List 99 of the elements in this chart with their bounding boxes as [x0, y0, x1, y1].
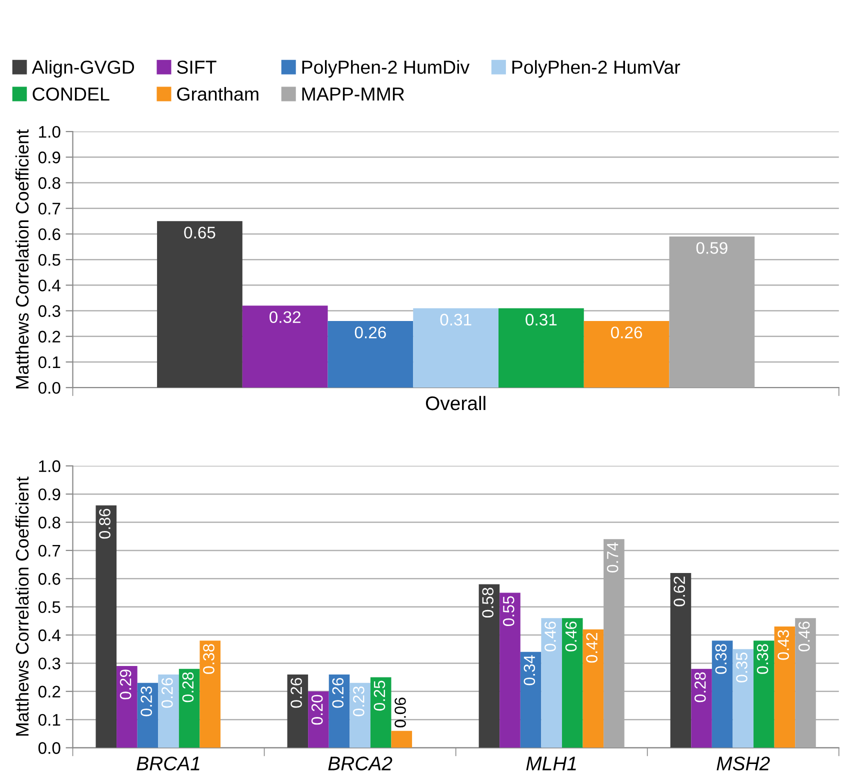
bar: [200, 640, 221, 748]
y-tick-label: 0.4: [38, 280, 60, 292]
y-tick-label: 1.0: [39, 126, 60, 138]
bar: [96, 505, 117, 748]
legend-label: PolyPhen-2 HumDiv: [302, 60, 470, 78]
data-label: 0.42: [586, 632, 598, 663]
y-tick-label: 0.4: [38, 629, 60, 642]
bar: [370, 677, 392, 748]
data-label: 0.46: [798, 622, 810, 652]
y-tick-label: 0.7: [38, 202, 60, 215]
data-label: 0.65: [184, 226, 216, 239]
bar: [328, 674, 350, 748]
data-label: 0.23: [353, 686, 364, 716]
bar: [500, 592, 520, 748]
y-tick-label: 0.5: [38, 254, 60, 266]
data-label: 0.26: [162, 678, 173, 708]
data-label: 0.06: [394, 698, 406, 728]
bar: [308, 691, 329, 748]
legend-label: Align-GVGD: [32, 60, 134, 78]
bar: [498, 308, 584, 388]
x-tick-label: BRCA1: [136, 756, 200, 770]
bar: [478, 584, 500, 748]
y-tick-label: 0.3: [38, 658, 60, 670]
bar: [562, 618, 583, 748]
data-label: 0.35: [736, 652, 748, 682]
bar: [413, 308, 499, 388]
data-label: 0.23: [140, 686, 152, 716]
y-tick-label: 0.2: [38, 686, 60, 698]
legend-label: MAPP-MMR: [302, 88, 404, 101]
legend-label: SIFT: [177, 60, 216, 74]
y-tick-label: 1.0: [39, 460, 60, 472]
data-label: 0.20: [311, 694, 323, 725]
data-label: 0.62: [674, 576, 686, 606]
bar: [350, 682, 370, 748]
data-label: 0.38: [203, 644, 214, 674]
data-label: 0.31: [440, 314, 472, 326]
bar: [732, 649, 754, 748]
bar: [158, 674, 179, 748]
y-axis-title: Matthews Correlation Coefficient: [15, 476, 29, 736]
bar: [754, 640, 774, 748]
y-tick-label: 0.9: [38, 488, 60, 500]
bar: [242, 306, 328, 388]
x-tick-label: BRCA2: [328, 756, 392, 770]
bar: [541, 618, 562, 748]
y-tick-label: 0.0: [38, 742, 60, 754]
y-tick-label: 0.3: [38, 305, 60, 317]
data-label: 0.28: [182, 672, 194, 702]
y-tick-label: 0.9: [38, 152, 60, 164]
bar: [712, 640, 733, 748]
x-tick-label: MSH2: [716, 756, 770, 770]
data-label: 0.86: [99, 508, 110, 539]
bar: [582, 629, 604, 748]
y-tick-label: 0.6: [38, 573, 60, 585]
legend-label: PolyPhen-2 HumVar: [512, 60, 680, 78]
data-label: 0.74: [606, 542, 618, 572]
bar: [520, 652, 542, 748]
y-tick-label: 0.8: [38, 516, 60, 528]
bar: [391, 730, 412, 748]
legend-label: CONDEL: [32, 87, 110, 101]
bar: [287, 674, 308, 748]
y-tick-label: 0.1: [38, 714, 60, 726]
y-tick-label: 0.2: [38, 330, 60, 343]
data-label: 0.38: [715, 644, 727, 674]
data-label: 0.46: [544, 622, 556, 652]
y-tick-label: 0.1: [38, 356, 60, 368]
x-tick-label: MLH1: [526, 756, 576, 770]
bar: [691, 668, 712, 748]
data-label: 0.32: [270, 311, 300, 324]
y-tick-label: 0.6: [38, 228, 60, 240]
data-label: 0.26: [332, 678, 344, 708]
data-label: 0.29: [120, 670, 132, 700]
data-label: 0.25: [374, 680, 386, 711]
bar: [774, 626, 796, 748]
legend-label: Grantham: [177, 86, 258, 101]
bar: [137, 682, 158, 748]
y-axis-title: Matthews Correlation Coefficient: [15, 129, 29, 388]
bar: [157, 221, 242, 388]
data-label: 0.58: [482, 588, 494, 618]
data-label: 0.34: [524, 655, 536, 686]
data-label: 0.31: [526, 314, 557, 326]
data-label: 0.28: [694, 672, 706, 702]
data-label: 0.55: [502, 596, 514, 626]
data-label: 0.26: [610, 326, 642, 338]
bar: [584, 321, 670, 388]
y-tick-label: 0.0: [38, 382, 60, 394]
y-tick-label: 0.8: [38, 177, 60, 189]
bar: [670, 573, 692, 748]
bar: [178, 668, 200, 748]
data-label: 0.26: [354, 326, 386, 338]
bar: [328, 321, 414, 388]
data-label: 0.59: [696, 242, 728, 254]
data-label: 0.46: [565, 622, 577, 652]
data-label: 0.38: [756, 644, 768, 674]
x-tick-label: Overall: [426, 396, 486, 410]
y-tick-label: 0.7: [38, 544, 60, 557]
data-label: 0.26: [290, 678, 302, 708]
bar: [116, 666, 138, 748]
data-label: 0.43: [778, 630, 789, 660]
y-tick-label: 0.5: [38, 601, 60, 614]
